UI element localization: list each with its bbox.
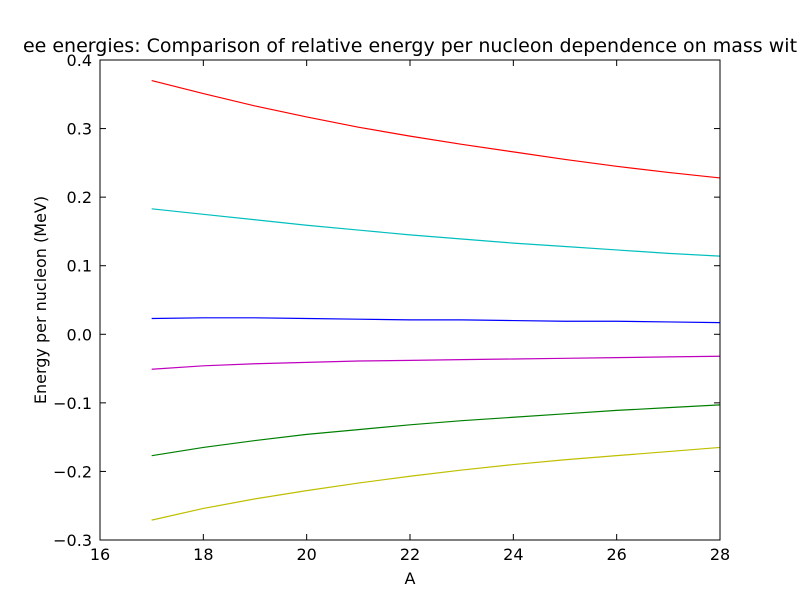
series-line-3 [151,317,721,324]
series-line-2 [151,208,721,257]
x-tick-label: 20 [296,545,316,564]
y-tick-label: 0.4 [67,51,92,70]
y-tick-label: 0.3 [67,120,92,139]
x-tick-label: 24 [503,545,523,564]
y-tick-label: 0.0 [67,325,92,344]
x-tick-label: 16 [90,545,110,564]
y-tick-label: 0.1 [67,257,92,276]
series-line-5 [151,404,721,457]
x-tick-label: 26 [606,545,626,564]
y-tick-label: −0.3 [53,531,92,550]
series-layer [151,79,721,521]
x-axis-label: A [405,569,416,588]
series-line-1 [151,79,721,179]
series-line-6 [151,446,721,521]
y-tick-label: −0.2 [53,462,92,481]
y-tick-label: −0.1 [53,394,92,413]
x-tick-label: 28 [710,545,730,564]
series-line-4 [151,355,721,370]
x-tick-label: 22 [400,545,420,564]
chart-title: ee energies: Comparison of relative ener… [23,35,797,57]
plot-frame [99,59,721,541]
plot-area [100,60,720,540]
tick-layer: 16 18 20 22 24 26 28 −0.3 −0.2 −0.1 0.0 0.1 0.2 0.3 0.… [53,51,730,564]
y-axis-label: Energy per nucleon (MeV) [31,196,50,404]
x-tick-label: 18 [193,545,213,564]
y-tick-label: 0.2 [67,188,92,207]
